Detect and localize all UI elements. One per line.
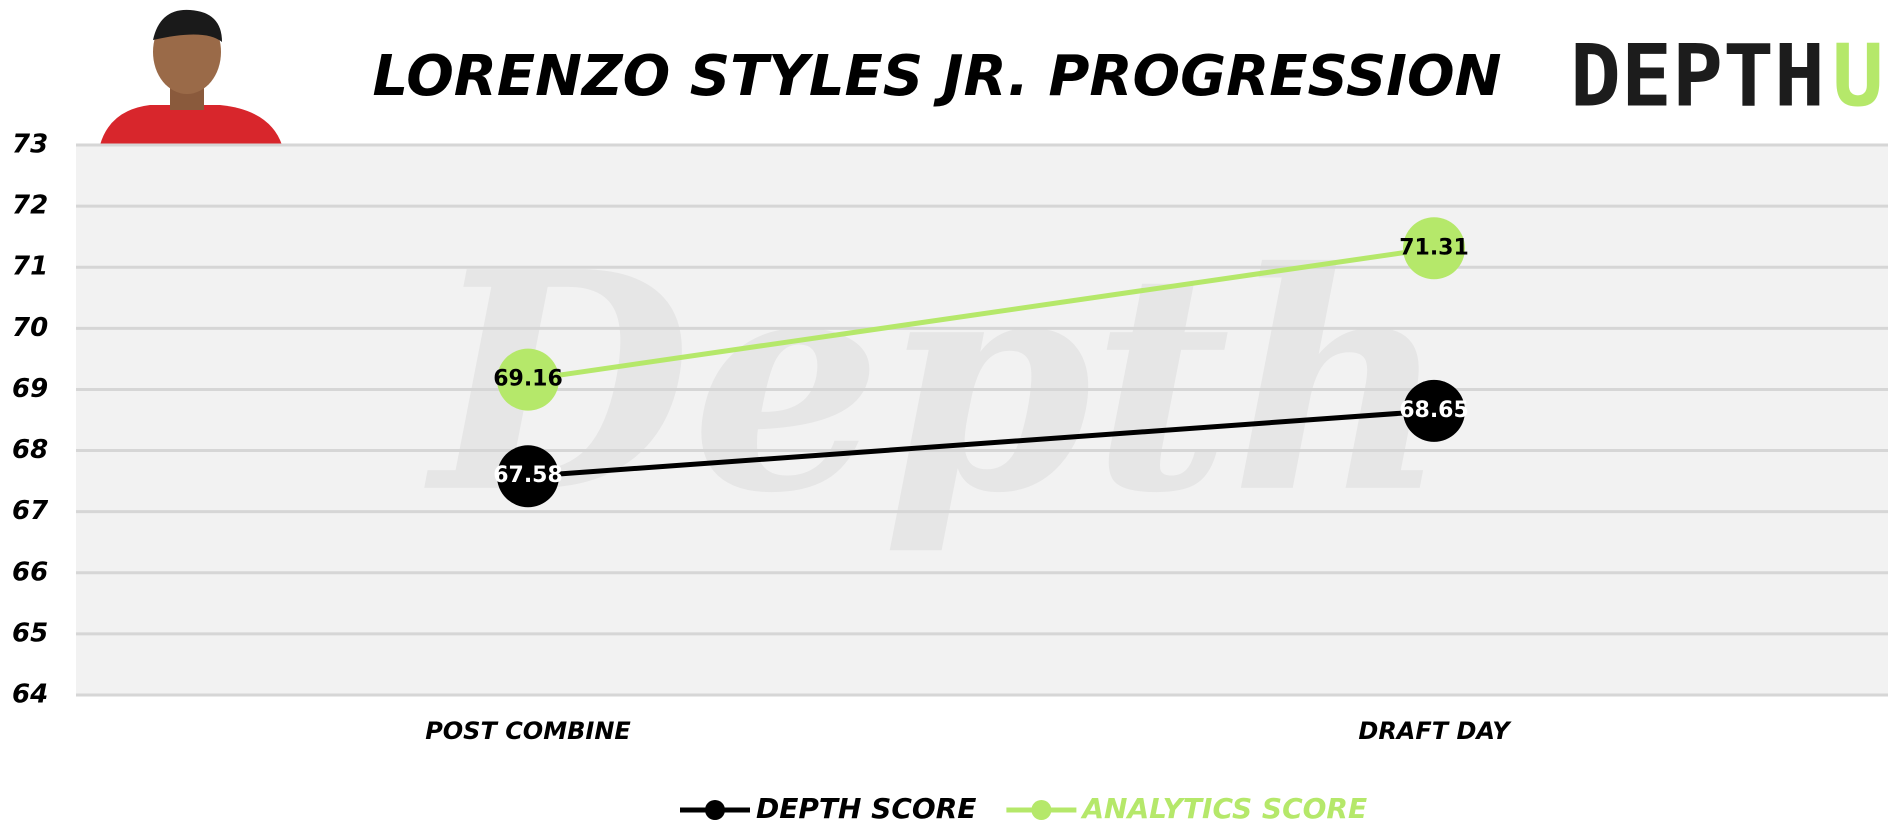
legend-item: ANALYTICS SCORE [1006, 792, 1367, 825]
watermark: Depth [422, 206, 1449, 559]
y-tick-label: 69 [12, 374, 48, 404]
legend-marker [705, 800, 725, 820]
x-tick-label: POST COMBINE [425, 717, 631, 745]
data-point [497, 348, 559, 411]
y-tick-label: 71 [12, 252, 48, 282]
legend-marker [1031, 800, 1052, 820]
y-tick-label: 65 [12, 618, 48, 648]
plot-background [76, 145, 1888, 695]
data-point [497, 445, 559, 508]
data-label: 67.58 [493, 463, 563, 488]
logo-text: DEPTH [1570, 26, 1825, 126]
data-point [1403, 379, 1465, 442]
player-photo [100, 9, 282, 145]
y-tick-label: 68 [12, 435, 48, 465]
logo-accent: U [1832, 26, 1884, 126]
x-tick-label: DRAFT DAY [1358, 717, 1512, 745]
data-label: 71.31 [1399, 235, 1469, 260]
y-tick-label: 70 [12, 313, 48, 343]
y-tick-label: 67 [12, 496, 49, 526]
data-label: 69.16 [493, 367, 563, 392]
legend-label: DEPTH SCORE [756, 792, 976, 825]
series-line [527, 245, 1435, 383]
chart-title: LORENZO STYLES JR. PROGRESSION [373, 44, 1502, 109]
data-point [1403, 217, 1465, 280]
y-tick-label: 72 [12, 191, 48, 221]
legend-label: ANALYTICS SCORE [1080, 792, 1367, 825]
legend-item: DEPTH SCORE [680, 792, 976, 825]
logo: DEPTH U [1570, 26, 1884, 126]
y-tick-label: 73 [12, 130, 48, 160]
y-tick-label: 66 [12, 557, 48, 587]
y-tick-label: 64 [12, 680, 48, 710]
data-label: 68.65 [1399, 398, 1469, 423]
series-line [527, 408, 1435, 479]
